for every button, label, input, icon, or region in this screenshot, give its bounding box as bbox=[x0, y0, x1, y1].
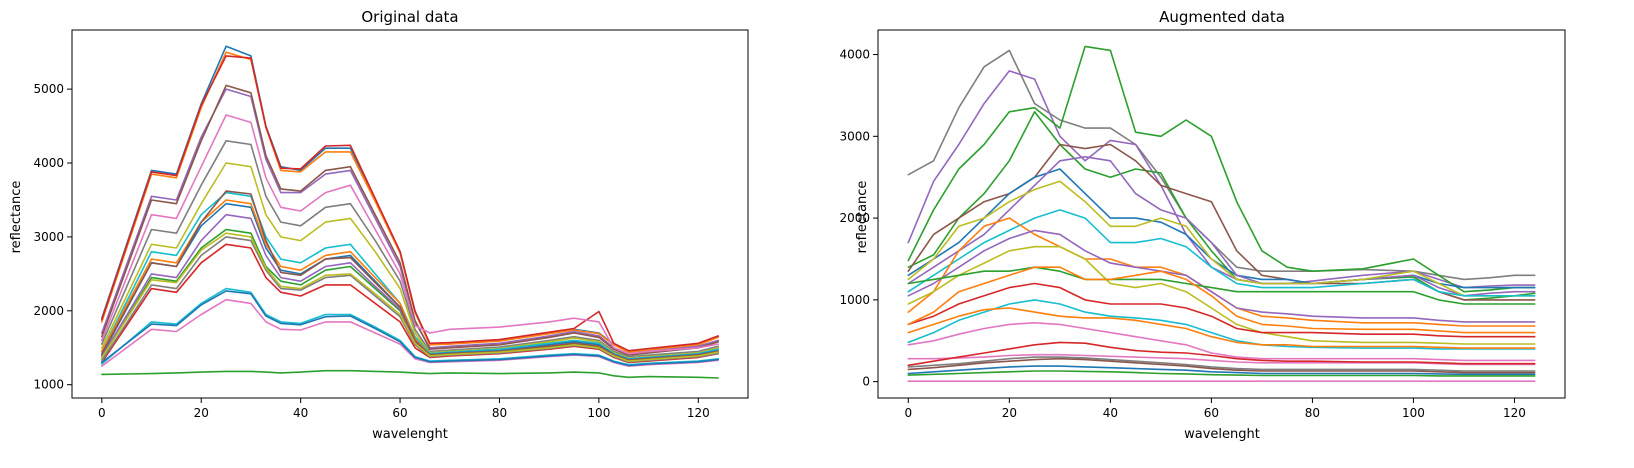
series-line-17 bbox=[907, 321, 1536, 362]
series-line-2 bbox=[101, 369, 720, 379]
chart-title: Original data bbox=[361, 8, 458, 26]
series-line-21 bbox=[907, 357, 1536, 374]
plot-frame bbox=[877, 29, 1566, 399]
y-tick-label: 2000 bbox=[839, 211, 870, 225]
x-tick-label: 40 bbox=[293, 406, 308, 420]
x-tick-label: 60 bbox=[392, 406, 407, 420]
x-tick-label: 80 bbox=[1305, 406, 1320, 420]
x-axis-label: wavelenght bbox=[372, 427, 448, 442]
series-line-1 bbox=[907, 70, 1536, 289]
series-line-15 bbox=[907, 299, 1536, 350]
series-line-7 bbox=[907, 180, 1536, 297]
x-tick-label: 120 bbox=[687, 406, 710, 420]
series-line-7 bbox=[101, 140, 720, 358]
x-tick-label: 20 bbox=[1002, 406, 1017, 420]
series-line-2 bbox=[907, 45, 1536, 293]
series-group bbox=[907, 45, 1536, 383]
series-line-14 bbox=[907, 266, 1536, 334]
plot-frame bbox=[71, 29, 749, 399]
series-line-16 bbox=[907, 307, 1536, 349]
y-tick-label: 2000 bbox=[33, 304, 64, 318]
series-line-5 bbox=[907, 168, 1536, 289]
series-line-19 bbox=[907, 341, 1536, 367]
chart-title: Augmented data bbox=[1159, 8, 1285, 26]
y-tick-label: 3000 bbox=[33, 230, 64, 244]
series-line-23 bbox=[907, 370, 1536, 377]
series-line-12 bbox=[907, 266, 1536, 305]
x-tick-label: 100 bbox=[1402, 406, 1425, 420]
y-tick-label: 3000 bbox=[839, 129, 870, 143]
series-line-22 bbox=[907, 365, 1536, 376]
series-line-6 bbox=[907, 156, 1536, 297]
series-line-6 bbox=[101, 114, 720, 355]
y-tick-label: 1000 bbox=[839, 293, 870, 307]
chart-original: Original data wavelenght reflectance 0 20… bbox=[9, 8, 749, 442]
series-line-11 bbox=[907, 245, 1536, 345]
chart-augmented: Augmented data wavelenght reflectance 0 2… bbox=[839, 8, 1566, 442]
series-line-8 bbox=[907, 209, 1536, 297]
x-tick-label: 20 bbox=[194, 406, 209, 420]
x-axis-label: wavelenght bbox=[1184, 427, 1260, 442]
x-tick-label: 100 bbox=[587, 406, 610, 420]
y-axis-label: reflectance bbox=[855, 181, 870, 254]
y-tick-label: 0 bbox=[862, 375, 870, 389]
x-tick-label: 80 bbox=[492, 406, 507, 420]
series-line-3 bbox=[101, 55, 720, 352]
y-tick-label: 4000 bbox=[839, 48, 870, 62]
x-tick-label: 120 bbox=[1503, 406, 1526, 420]
y-tick-label: 4000 bbox=[33, 156, 64, 170]
x-tick-label: 60 bbox=[1204, 406, 1219, 420]
series-line-0 bbox=[907, 49, 1536, 281]
series-line-10 bbox=[907, 229, 1536, 323]
y-tick-label: 5000 bbox=[33, 82, 64, 96]
y-tick-label: 1000 bbox=[33, 378, 64, 392]
x-tick-label: 40 bbox=[1103, 406, 1118, 420]
y-axis-label: reflectance bbox=[9, 181, 24, 254]
series-line-13 bbox=[907, 282, 1536, 338]
series-line-20 bbox=[907, 356, 1536, 372]
series-line-18 bbox=[907, 353, 1536, 366]
series-line-18 bbox=[101, 232, 720, 362]
series-group bbox=[101, 45, 720, 379]
series-line-20 bbox=[101, 290, 720, 367]
series-line-5 bbox=[101, 84, 720, 356]
x-tick-label: 0 bbox=[98, 406, 106, 420]
x-tick-label: 0 bbox=[904, 406, 912, 420]
